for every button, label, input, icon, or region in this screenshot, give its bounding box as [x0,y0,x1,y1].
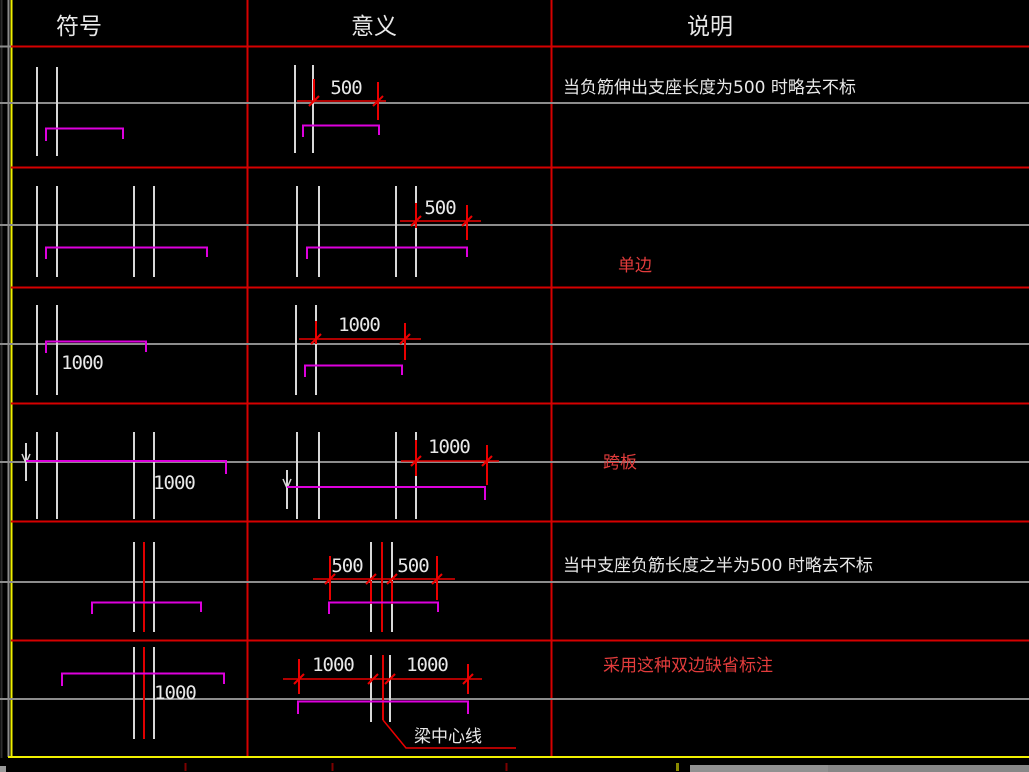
dimension-text: 500 [330,77,362,99]
dimension-text: 1000 [338,314,380,336]
row-4-meaning-drawing: 1000 [282,432,499,519]
negative-rebar-symbol [61,672,225,686]
slab-edge-lines [0,102,1029,700]
row-6-description: 采用这种双边缺省标注 [603,656,773,676]
negative-rebar-symbol [91,601,202,614]
row-4-description: 跨板 [603,453,637,473]
screen-corner-mark [0,766,6,772]
row-2-meaning-drawing: 500 [296,186,481,277]
dimension-text: 1000 [406,654,448,676]
negative-rebar-symbol [328,601,439,614]
leader-line [382,719,516,749]
bottom-strip [0,763,1029,772]
negative-rebar-symbol [45,127,124,141]
row-1-meaning-drawing: 500 [294,65,386,153]
negative-rebar-symbol [304,364,403,377]
row-6: 1000 1000 1000 梁中心线 采用这种双边缺省标注 [61,647,773,749]
header-explanation: 说明 [687,14,733,40]
row-6-meaning-drawing: 1000 1000 梁中心线 [283,654,516,749]
row-3-meaning-drawing: 1000 [295,305,421,395]
row-2-description: 单边 [618,256,652,276]
dimension-text: 500 [424,197,456,219]
span-rebar-symbol [26,460,227,474]
dimension-text: 1000 [428,436,470,458]
dimension-text: 500 [397,555,429,577]
span-rebar-symbol [287,486,486,500]
negative-rebar-symbol [45,340,147,353]
row-5: 500 500 当中支座负筋长度之半为500 时略去不标 [91,542,873,632]
taskbar-fragment [828,765,1029,772]
row-4: 1000 1000 跨板 [21,432,637,519]
row-5-meaning-drawing: 500 500 [313,542,455,632]
dimension-text: 1000 [154,682,196,704]
row-2-symbol-drawing [36,186,208,277]
leader-label: 梁中心线 [414,727,482,747]
header-symbol: 符号 [56,14,102,40]
row-2: 500 单边 [36,186,652,277]
negative-rebar-symbol [306,246,468,259]
row-5-description: 当中支座负筋长度之半为500 时略去不标 [563,556,873,576]
down-arrow-marker [21,453,31,465]
header-meaning: 意义 [351,14,397,40]
row-1: 500 当负筋伸出支座长度为500 时略去不标 [36,65,856,156]
taskbar-fragment [690,765,828,772]
dimension-text: 1000 [61,352,103,374]
dimension-text: 1000 [153,472,195,494]
negative-rebar-symbol [297,700,469,714]
dimension-text: 1000 [312,654,354,676]
row-4-symbol-drawing: 1000 [21,432,227,519]
row-1-symbol-drawing [36,67,124,156]
table-header: 符号 意义 说明 [56,14,733,40]
row-1-description: 当负筋伸出支座长度为500 时略去不标 [563,78,856,98]
row-3: 1000 1000 [36,305,421,395]
row-5-symbol-drawing [91,542,202,632]
negative-rebar-symbol [45,246,208,259]
row-3-symbol-drawing: 1000 [36,305,147,395]
dimension-text: 500 [331,555,363,577]
negative-rebar-symbol [302,124,380,137]
row-6-symbol-drawing: 1000 [61,647,225,739]
